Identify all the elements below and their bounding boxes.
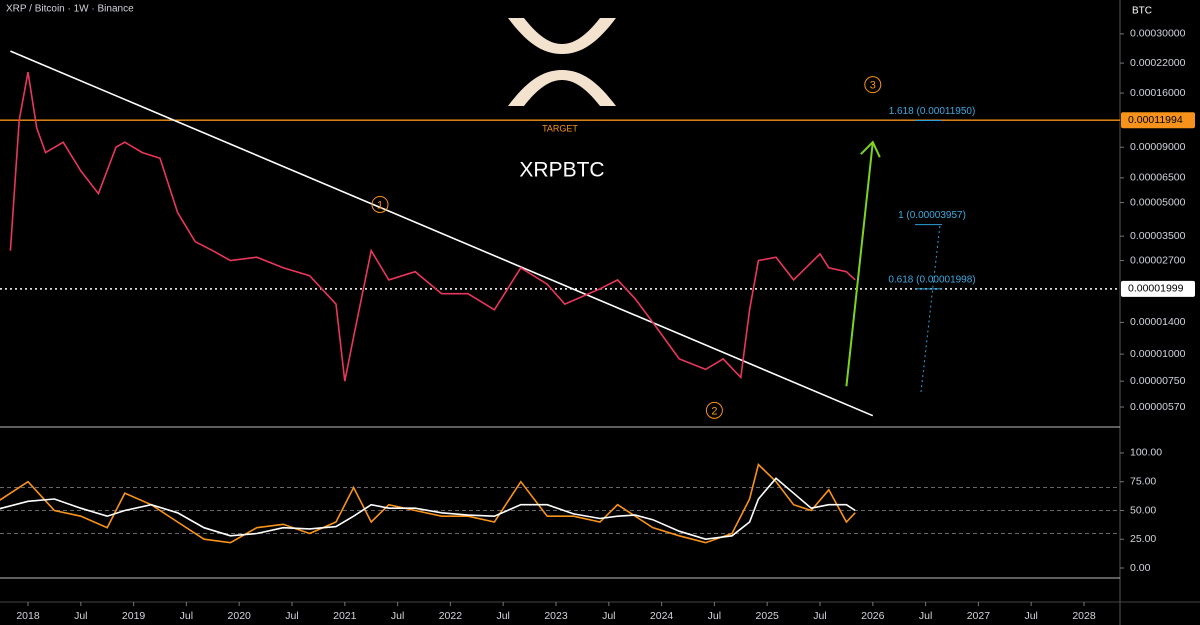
fib-label: 1 (0.00003957) (898, 210, 966, 221)
y-tick-label: 50.00 (1130, 504, 1156, 516)
price-label: 0.00001999 (1128, 283, 1184, 295)
x-tick-label: Jul (919, 610, 932, 622)
x-tick-label: Jul (1024, 610, 1037, 622)
y-tick-label: 0.00000570 (1130, 401, 1186, 413)
wave-label: 2 (711, 405, 717, 417)
x-tick-label: Jul (180, 610, 193, 622)
wave-label: 1 (377, 199, 383, 211)
wave-marker (371, 195, 389, 213)
x-tick-label: 2025 (756, 610, 780, 622)
x-tick-label: 2022 (439, 610, 463, 622)
y-tick-label: 0.00030000 (1130, 28, 1186, 40)
x-tick-label: 2027 (967, 610, 991, 622)
axis-unit: BTC (1132, 6, 1152, 17)
y-tick-label: 0.00006500 (1130, 172, 1186, 184)
y-tick-label: 0.00000750 (1130, 375, 1186, 387)
x-tick-label: Jul (496, 610, 509, 622)
price-line (9, 71, 856, 382)
y-tick-label: 0.00001000 (1130, 348, 1186, 360)
projection-dotted (920, 224, 941, 393)
chart-title: XRP / Bitcoin · 1W · Binance (6, 4, 134, 15)
fib-label: 1.618 (0.00011950) (889, 106, 976, 117)
y-tick-label: 0.00022000 (1130, 57, 1186, 69)
price-label: 0.00011994 (1128, 114, 1183, 126)
trend-line (10, 50, 874, 417)
x-tick-label: 2028 (1072, 610, 1096, 622)
fib-label: 0.618 (0.00001998) (888, 275, 975, 286)
x-tick-label: 2018 (16, 610, 40, 622)
y-tick-label: 75.00 (1130, 476, 1156, 488)
y-tick-label: 0.00 (1130, 562, 1151, 574)
y-tick-label: 0.00003500 (1130, 230, 1186, 242)
x-tick-label: Jul (74, 610, 87, 622)
price-line (0, 477, 856, 541)
y-tick-label: 25.00 (1130, 533, 1156, 545)
x-tick-label: 2024 (650, 610, 674, 622)
wave-label: 3 (870, 80, 876, 92)
x-tick-label: Jul (285, 610, 298, 622)
x-tick-label: Jul (602, 610, 615, 622)
xrp-logo (508, 18, 616, 106)
price-label-box (1121, 280, 1195, 297)
wave-marker (864, 76, 882, 94)
x-tick-label: 2020 (228, 610, 252, 622)
y-tick-label: 0.00009000 (1130, 141, 1186, 153)
y-tick-label: 0.00016000 (1130, 87, 1186, 99)
y-tick-label: 0.00001400 (1130, 316, 1186, 328)
price-label-box (1121, 112, 1195, 129)
chart-subtitle: XRPBTC (519, 159, 604, 182)
price-line (0, 462, 856, 544)
projection-arrow (845, 142, 874, 387)
x-tick-label: Jul (391, 610, 404, 622)
x-tick-label: Jul (708, 610, 721, 622)
y-tick-label: 100.00 (1130, 447, 1162, 459)
y-tick-label: 0.00002700 (1130, 254, 1186, 266)
x-tick-label: Jul (813, 610, 826, 622)
x-tick-label: 2026 (861, 610, 885, 622)
x-tick-label: 2019 (122, 610, 146, 622)
arrow-head (860, 140, 881, 158)
x-tick-label: 2023 (544, 610, 568, 622)
target-label: TARGET (542, 124, 578, 134)
wave-marker (705, 401, 723, 419)
x-tick-label: 2021 (333, 610, 357, 622)
y-tick-label: 0.00005000 (1130, 196, 1186, 208)
